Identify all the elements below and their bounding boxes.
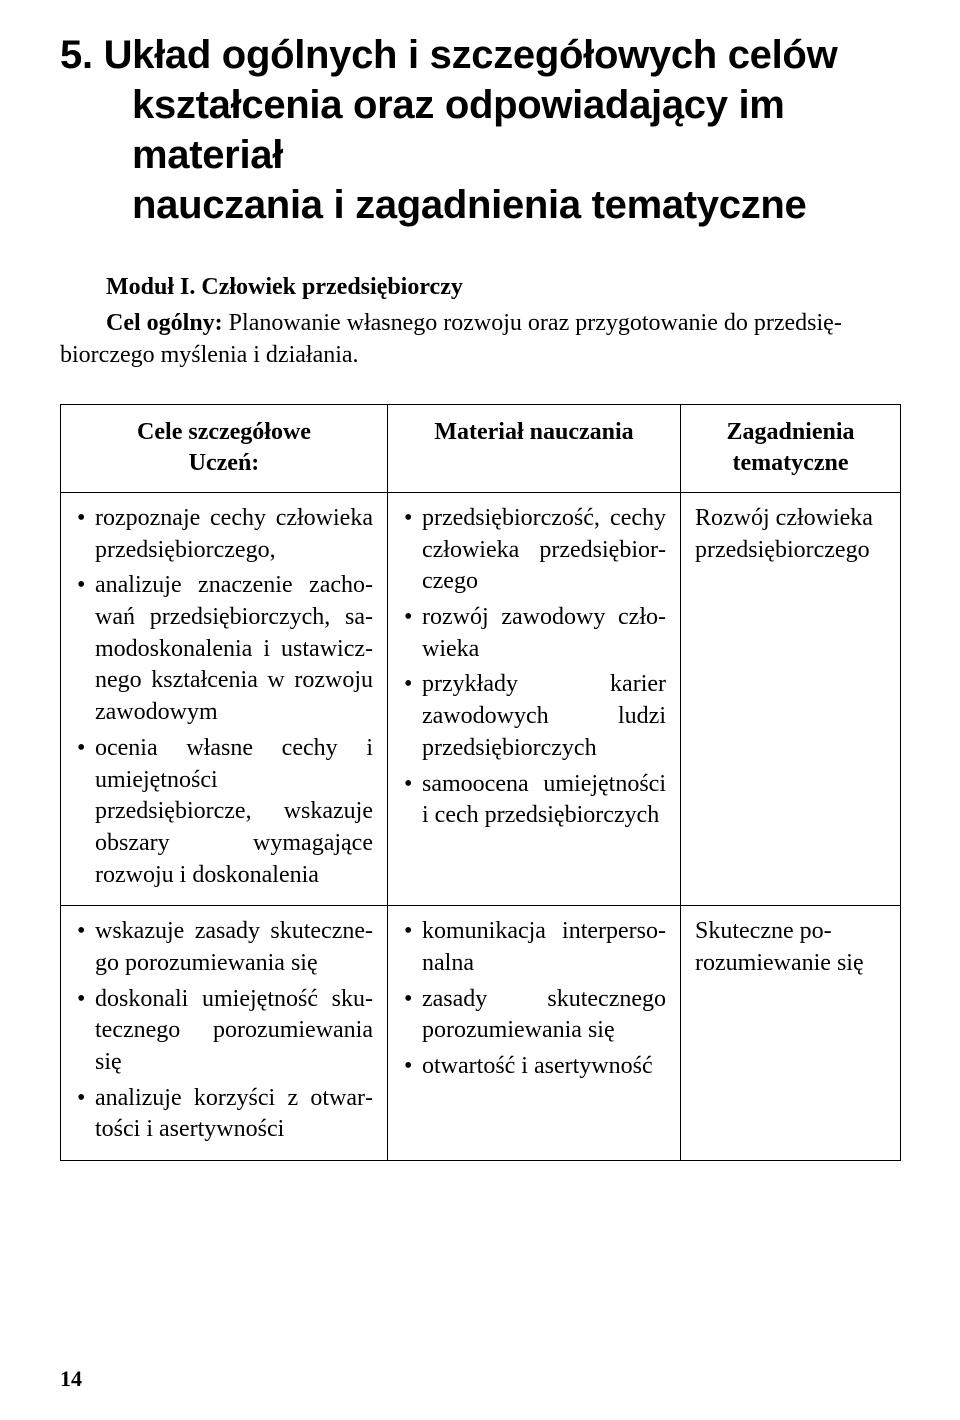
list-item: otwartość i asertywność: [402, 1051, 666, 1083]
cell-material-2: komunikacja interperso­nalna zasady skut…: [388, 906, 681, 1161]
table-row: wskazuje zasady skuteczne­go porozumiewa…: [61, 906, 901, 1161]
curriculum-table: Cele szczegółowe Uczeń: Materiał nauczan…: [60, 404, 901, 1161]
list-item: rozwój zawodowy czło­wieka: [402, 602, 666, 665]
list-item: doskonali umiejętność sku­tecznego poroz…: [75, 984, 373, 1079]
list-item: analizuje korzyści z otwar­tości i asert…: [75, 1083, 373, 1146]
section-heading: 5. Układ ogólnych i szczegółowych celów …: [60, 30, 900, 230]
list-item: przedsiębiorczość, cechy człowieka przed…: [402, 503, 666, 598]
list-item: analizuje znaczenie zacho­wań przedsiębi…: [75, 570, 373, 728]
th-topics-line1: Zagadnienia: [726, 419, 854, 445]
cell-goals-2: wskazuje zasady skuteczne­go porozumiewa…: [61, 906, 388, 1161]
heading-line2: kształcenia oraz odpowiadający im materi…: [60, 80, 900, 180]
goal-label: Cel ogólny:: [60, 310, 229, 336]
cell-goals-1: rozpoznaje cechy człowieka przedsiębiorc…: [61, 493, 388, 906]
page-number: 14: [60, 1366, 82, 1392]
list-item: wskazuje zasady skuteczne­go porozumiewa…: [75, 916, 373, 979]
heading-line1: 5. Układ ogólnych i szczegółowych celów: [60, 30, 900, 80]
list-item: komunikacja interperso­nalna: [402, 916, 666, 979]
th-material: Materiał nauczania: [388, 404, 681, 492]
th-topics: Zagadnienia tematyczne: [681, 404, 901, 492]
th-goals-line2: Uczeń:: [189, 450, 260, 476]
list-item: samoocena umiejętności i cech przedsiębi…: [402, 769, 666, 832]
table-row: rozpoznaje cechy człowieka przedsiębiorc…: [61, 493, 901, 906]
th-topics-line2: tematyczne: [733, 450, 849, 476]
module-title: Moduł I. Człowiek przedsiębiorczy: [60, 274, 900, 301]
list-item: ocenia własne cechy i umiejętności przed…: [75, 733, 373, 891]
th-goals: Cele szczegółowe Uczeń:: [61, 404, 388, 492]
list-item: zasady skutecznego poro­zumiewania się: [402, 984, 666, 1047]
th-goals-line1: Cele szczegółowe: [137, 419, 311, 445]
cell-material-1: przedsiębiorczość, cechy człowieka przed…: [388, 493, 681, 906]
module-goal: Cel ogólny: Planowanie własnego rozwoju …: [60, 307, 900, 372]
table-header-row: Cele szczegółowe Uczeń: Materiał nauczan…: [61, 404, 901, 492]
list-item: rozpoznaje cechy człowieka przedsiębiorc…: [75, 503, 373, 566]
heading-line3: nauczania i zagadnienia tematyczne: [60, 180, 900, 230]
cell-topic-1: Rozwój czło­wieka przedsię­biorczego: [681, 493, 901, 906]
list-item: przykłady karier zawodo­wych ludzi przed…: [402, 669, 666, 764]
cell-topic-2: Skuteczne po­rozumiewanie się: [681, 906, 901, 1161]
